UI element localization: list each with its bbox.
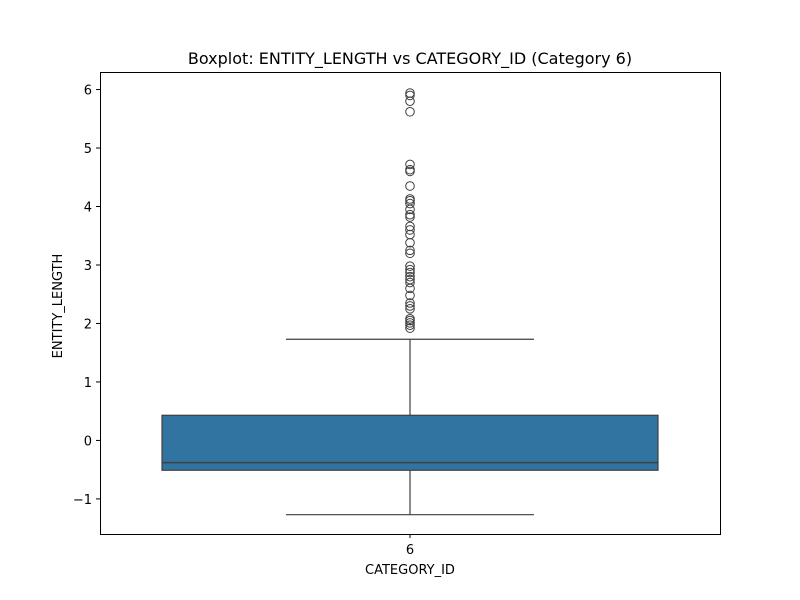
- plot-area: [161, 88, 659, 516]
- y-tick-label: 2: [84, 317, 92, 332]
- x-axis-label: CATEGORY_ID: [365, 563, 455, 578]
- outlier-point: [405, 267, 415, 278]
- y-axis-label: ENTITY_LENGTH: [51, 254, 66, 359]
- outlier-point: [405, 221, 415, 232]
- outlier-point: [405, 271, 415, 282]
- outlier-point: [405, 88, 415, 98]
- outlier-point: [405, 277, 415, 288]
- outlier-point: [405, 261, 415, 271]
- y-tick-label: 1: [84, 376, 92, 391]
- outlier-point: [405, 90, 415, 101]
- outlier-point: [405, 159, 415, 170]
- outlier-point: [405, 304, 415, 314]
- x-tick-label: 6: [406, 543, 414, 558]
- outlier-point: [405, 225, 415, 235]
- outlier-point: [405, 298, 415, 308]
- outlier-point: [405, 264, 415, 275]
- y-tick-label: 6: [84, 84, 92, 99]
- x-axis: 6: [406, 534, 414, 558]
- outlier-point: [405, 106, 415, 117]
- y-tick-label: −1: [73, 493, 92, 508]
- outlier-point: [405, 248, 415, 259]
- outlier-point: [405, 323, 415, 333]
- outlier-point: [405, 198, 415, 209]
- y-axis: −1 0 1 2 3 4 5 6: [73, 84, 100, 508]
- outlier-point: [405, 181, 415, 191]
- y-tick-label: 4: [84, 201, 92, 216]
- outlier-point: [405, 290, 415, 301]
- y-tick-label: 5: [84, 142, 92, 157]
- y-tick-label: 0: [84, 434, 92, 449]
- outlier-point: [405, 301, 415, 311]
- box: [161, 414, 659, 471]
- outlier-point: [405, 313, 415, 324]
- outlier-point: [405, 245, 415, 256]
- outlier-point: [405, 320, 415, 331]
- outlier-point: [405, 212, 415, 222]
- outlier-point: [405, 194, 415, 204]
- outlier-point: [405, 274, 415, 285]
- outlier-point: [405, 318, 415, 328]
- outlier-point: [405, 209, 415, 220]
- chart-title: Boxplot: ENTITY_LENGTH vs CATEGORY_ID (C…: [188, 49, 632, 69]
- y-tick-label: 3: [84, 259, 92, 274]
- outlier-point: [405, 164, 415, 175]
